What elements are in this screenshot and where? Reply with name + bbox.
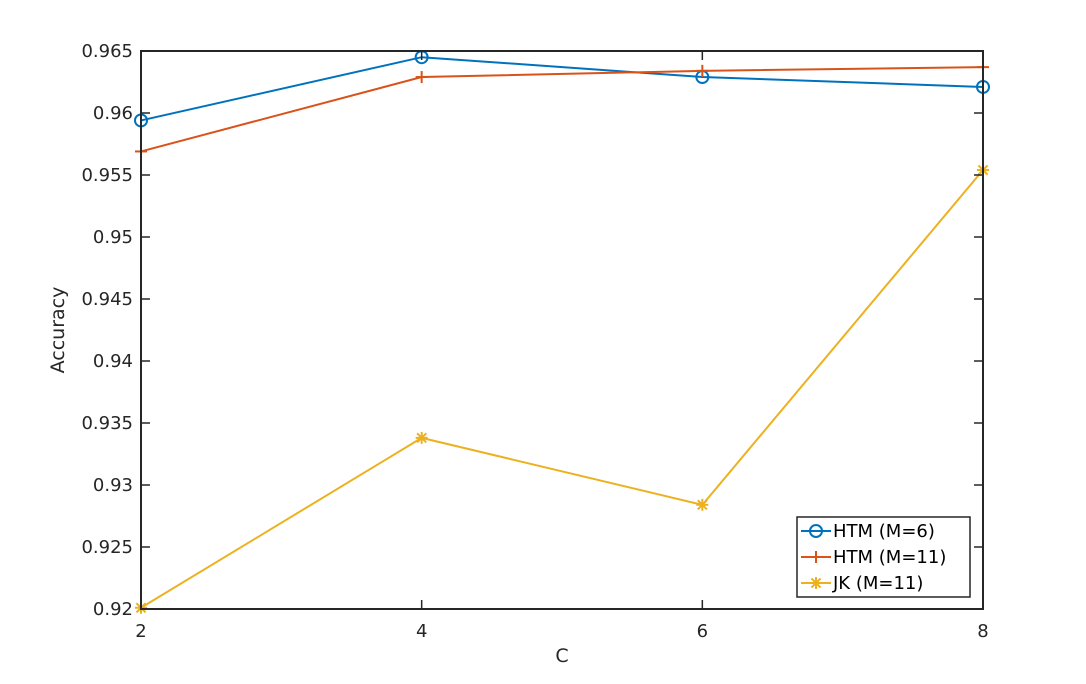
- y-axis-title: Accuracy: [47, 287, 69, 374]
- axes-box: [140, 50, 984, 610]
- y-tick-label: 0.935: [81, 413, 133, 434]
- x-axis-title: C: [555, 645, 568, 667]
- y-tick-label: 0.945: [81, 289, 133, 310]
- x-tick-label: 4: [416, 621, 427, 642]
- y-tick-label: 0.96: [93, 103, 133, 124]
- data-point-d2: [697, 499, 708, 511]
- y-tick-label: 0.965: [81, 41, 133, 62]
- x-tick-label: 8: [977, 621, 988, 642]
- y-tick-label: 0.925: [81, 537, 133, 558]
- ticks-layer: 2 4 6 8 0.92 0.925 0.93 0.935 0.94 0.945 0.95 0.955…: [81, 41, 988, 642]
- x-tick-label: 2: [135, 621, 146, 642]
- legend: HTM (M=6) HTM (M=11) JK (M=11): [796, 516, 971, 598]
- legend-label: HTM (M=11): [833, 547, 946, 568]
- data-point-d2: [416, 432, 427, 444]
- data-point: [415, 431, 428, 444]
- y-tick-label: 0.95: [93, 227, 133, 248]
- legend-entry: HTM (M=11): [801, 547, 946, 568]
- y-tick-label: 0.94: [93, 351, 133, 372]
- series-line: [140, 169, 984, 609]
- x-tick-label: 6: [697, 621, 708, 642]
- y-tick-label: 0.93: [93, 475, 133, 496]
- legend-entry: HTM (M=6): [801, 521, 935, 542]
- data-point: [696, 64, 709, 77]
- legend-entry: JK (M=11): [801, 573, 923, 594]
- y-tick-label: 0.955: [81, 165, 133, 186]
- data-point: [415, 71, 428, 84]
- plot-area: [141, 51, 983, 609]
- legend-marker-d2: [810, 577, 822, 589]
- y-tick-label: 0.92: [93, 599, 133, 620]
- legend-marker: [810, 551, 822, 563]
- legend-marker: [810, 577, 822, 589]
- data-point: [696, 498, 709, 511]
- legend-marker: [809, 524, 823, 538]
- legend-label: HTM (M=6): [833, 521, 935, 542]
- series-line: [140, 56, 984, 122]
- series-line: [140, 66, 984, 153]
- legend-label: JK (M=11): [832, 573, 923, 594]
